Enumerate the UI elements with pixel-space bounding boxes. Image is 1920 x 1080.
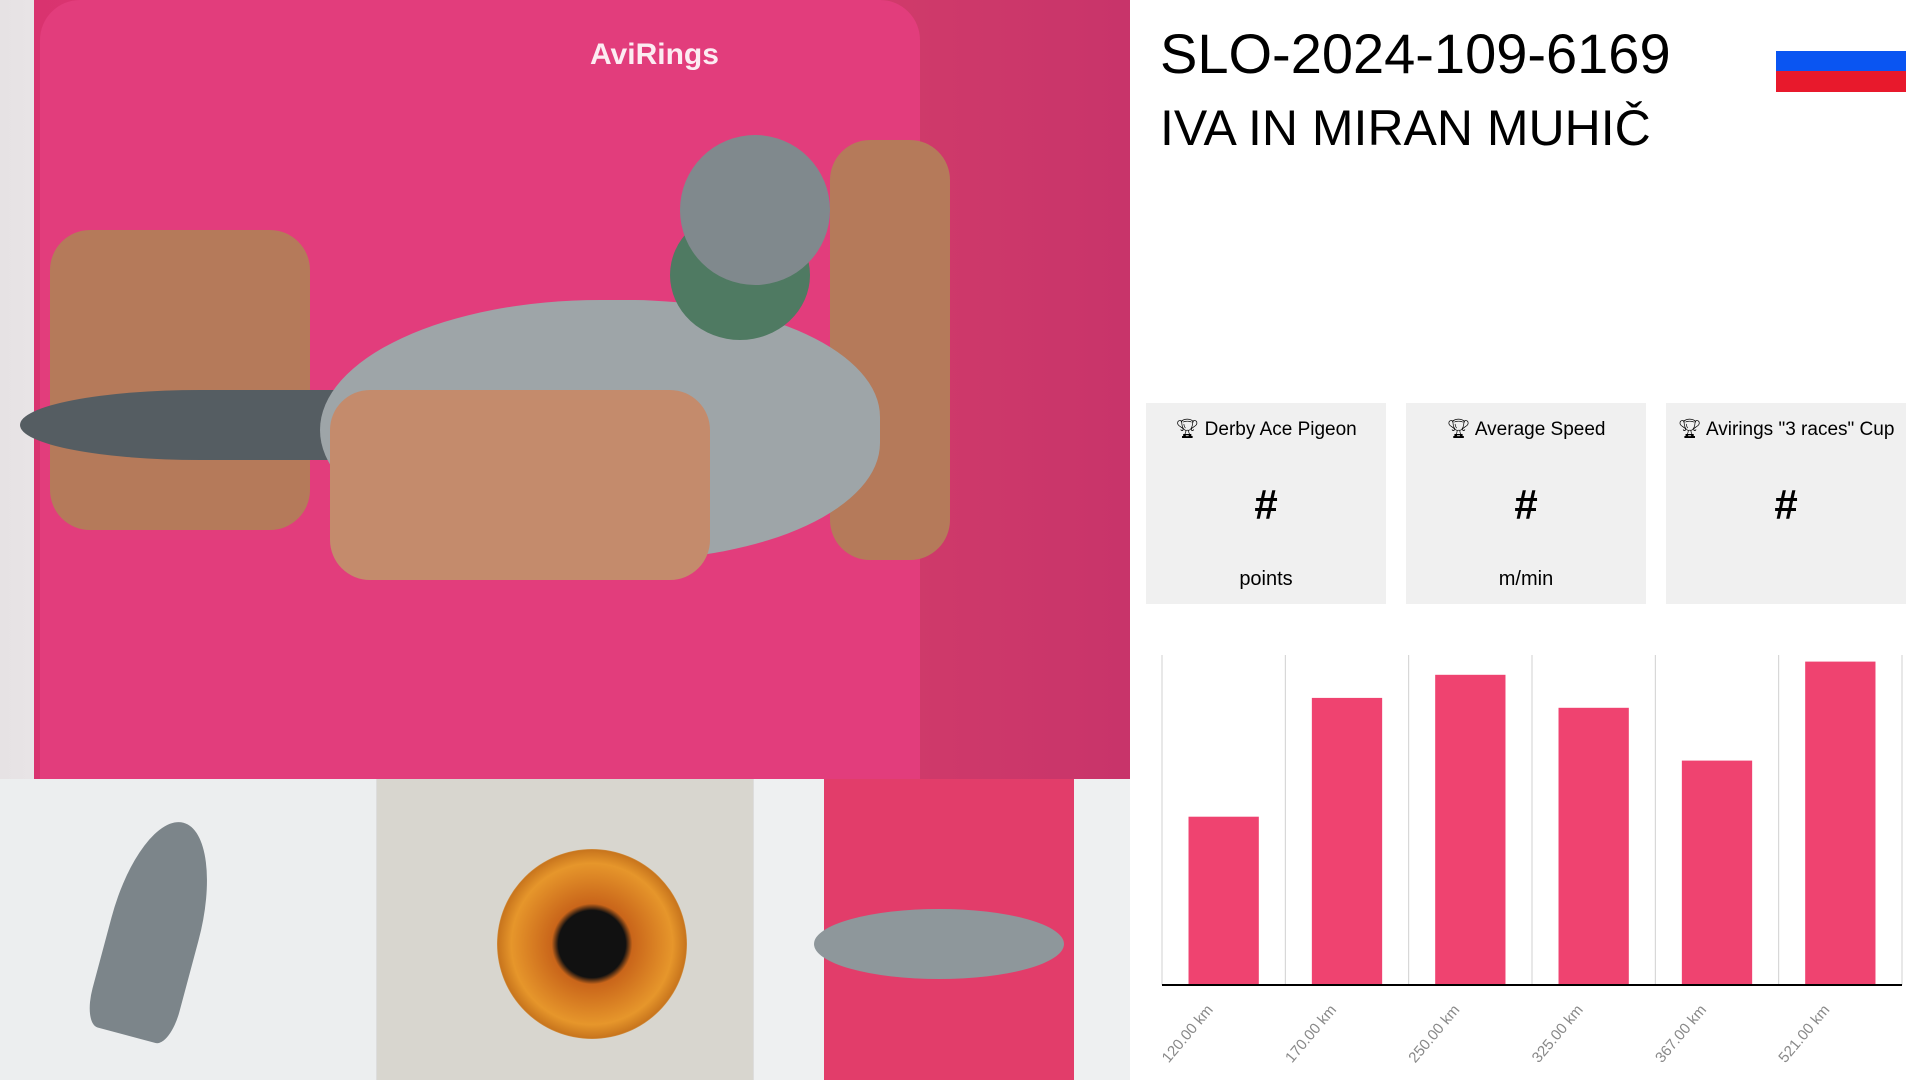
bar[interactable]	[1558, 707, 1629, 985]
pigeon-wing	[83, 811, 227, 1047]
card-label: Average Speed	[1474, 419, 1606, 440]
hands	[330, 390, 710, 580]
bar[interactable]	[1188, 816, 1259, 985]
eye-photo[interactable]	[377, 779, 753, 1080]
main-photo[interactable]: AviRings	[0, 0, 1130, 779]
pigeon-body	[814, 909, 1064, 979]
hand-photo[interactable]	[754, 779, 1130, 1080]
card-label: Avirings "3 races" Cup	[1705, 419, 1895, 440]
x-tick-label: 521.00 km	[1775, 1002, 1833, 1067]
wing-photo[interactable]	[0, 779, 376, 1080]
arm	[50, 230, 310, 530]
trophy-icon: 🏆︎	[1677, 419, 1706, 440]
bar[interactable]	[1805, 661, 1876, 985]
x-tick-label: 250.00 km	[1405, 1002, 1463, 1067]
bar[interactable]	[1435, 674, 1506, 985]
card-label: Derby Ace Pigeon	[1204, 419, 1357, 440]
card-unit: m/min	[1498, 568, 1554, 590]
slovenia-flag-icon	[1776, 30, 1906, 92]
card-value: #	[1514, 481, 1538, 528]
owner-name: IVA IN MIRAN MUHIČ	[1160, 100, 1651, 156]
trophy-icon: 🏆︎	[1175, 419, 1205, 440]
info-panel: SLO-2024-109-6169 IVA IN MIRAN MUHIČ 🏆︎ …	[1130, 0, 1920, 1080]
x-tick-label: 325.00 km	[1529, 1002, 1587, 1067]
pigeon-head	[680, 135, 830, 285]
pigeon-eye	[497, 849, 687, 1039]
race-bar-chart: 120.00 km 170.00 km 250.00 km 325.00 km 367.…	[1159, 655, 1903, 1067]
photo-gallery: AviRings	[0, 0, 1130, 1080]
x-tick-label: 170.00 km	[1282, 1002, 1340, 1067]
card-value: #	[1254, 481, 1278, 528]
bar[interactable]	[1311, 697, 1383, 985]
trophy-icon: 🏆︎	[1446, 419, 1475, 440]
card-unit: points	[1239, 568, 1293, 590]
card-average-speed: 🏆︎ Average Speed # m/min	[1406, 403, 1646, 604]
card-derby-ace: 🏆︎ Derby Ace Pigeon # points	[1146, 403, 1386, 604]
bar[interactable]	[1681, 760, 1753, 985]
card-value: #	[1774, 481, 1798, 528]
x-tick-label: 367.00 km	[1652, 1002, 1710, 1067]
ring-number: SLO-2024-109-6169	[1160, 22, 1671, 85]
card-3-races-cup: 🏆︎ Avirings "3 races" Cup #	[1666, 403, 1906, 604]
brand-logo: AviRings	[590, 38, 719, 71]
x-tick-label: 120.00 km	[1159, 1002, 1217, 1067]
